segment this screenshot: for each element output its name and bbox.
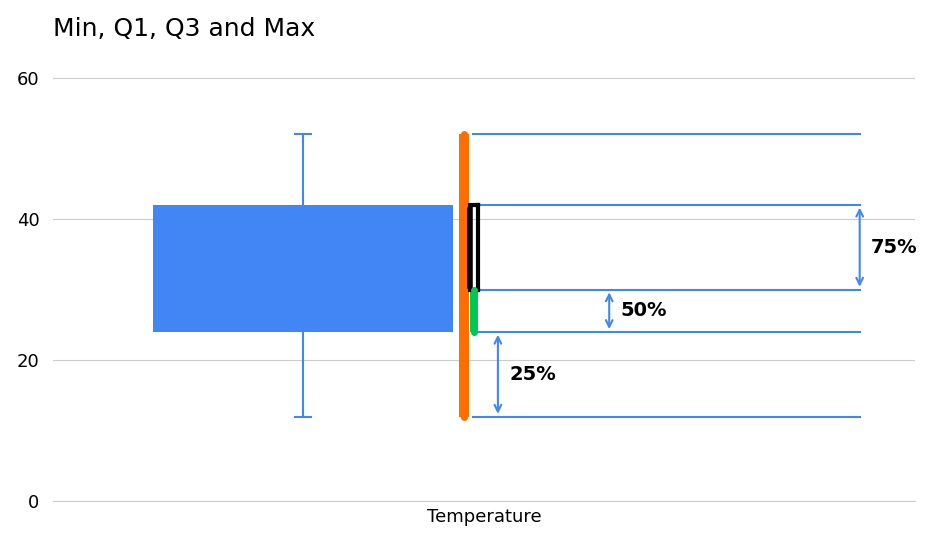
- Bar: [152, 205, 454, 332]
- Text: 25%: 25%: [509, 365, 556, 384]
- Bar: [470, 289, 478, 332]
- Text: 50%: 50%: [620, 301, 667, 320]
- Bar: [459, 134, 469, 416]
- Text: 75%: 75%: [870, 238, 917, 257]
- X-axis label: Temperature: Temperature: [426, 508, 541, 526]
- Text: Min, Q1, Q3 and Max: Min, Q1, Q3 and Max: [53, 17, 314, 41]
